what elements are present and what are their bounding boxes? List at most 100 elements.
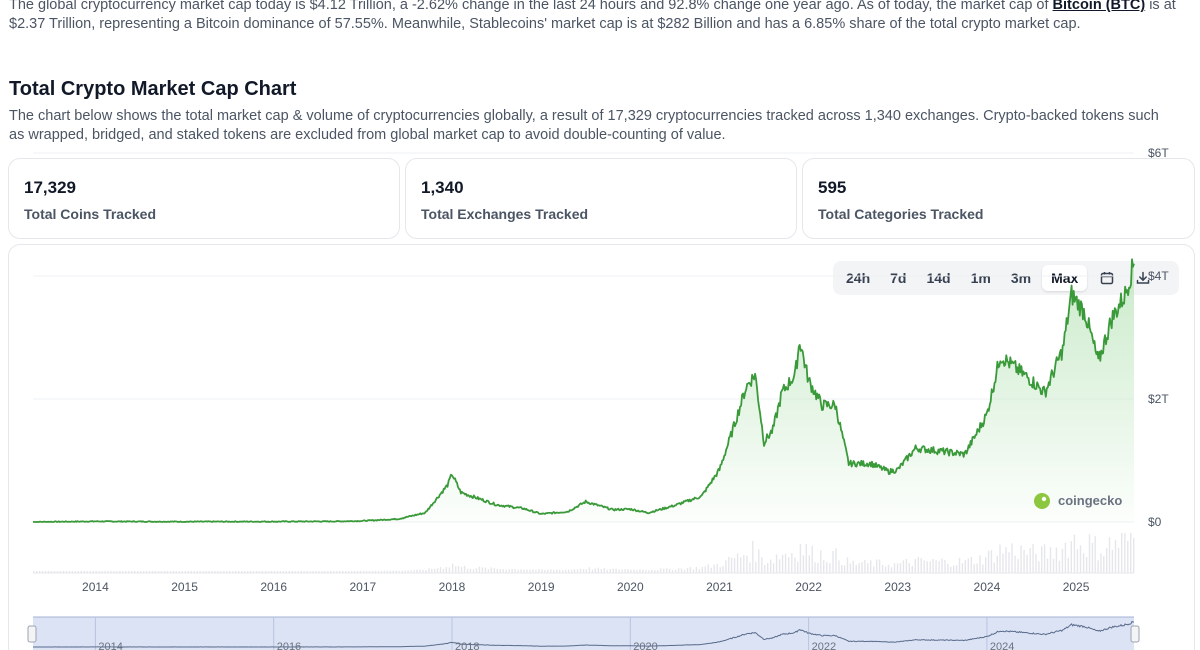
- x-tick-label: 2015: [171, 580, 198, 594]
- volume-bar: [749, 562, 751, 573]
- range-max-button[interactable]: Max: [1042, 265, 1088, 291]
- volume-bar: [905, 559, 908, 573]
- range-7d-button[interactable]: 7d: [890, 270, 907, 286]
- volume-bar: [175, 570, 177, 573]
- volume-bar: [56, 571, 59, 573]
- bitcoin-link[interactable]: Bitcoin (BTC): [1052, 0, 1146, 13]
- volume-bar: [612, 568, 614, 573]
- volume-bar: [1073, 534, 1076, 573]
- volume-bar: [716, 564, 718, 573]
- volume-bar: [160, 571, 163, 573]
- volume-bar: [374, 570, 377, 573]
- volume-bar: [958, 558, 961, 573]
- volume-bar: [89, 571, 91, 573]
- volume-bar: [226, 570, 228, 573]
- volume-bar: [967, 558, 969, 573]
- volume-bar: [101, 571, 103, 573]
- navigator-left-handle[interactable]: [27, 625, 37, 643]
- volume-bar: [941, 558, 943, 573]
- volume-bar: [1032, 544, 1034, 573]
- volume-bar: [961, 563, 964, 573]
- volume-bar: [855, 564, 857, 573]
- volume-bar: [95, 570, 97, 573]
- range-1m-button[interactable]: 1m: [970, 270, 991, 286]
- volume-bar: [71, 570, 73, 573]
- volume-bar: [321, 571, 323, 573]
- volume-bar: [80, 570, 82, 573]
- download-button[interactable]: [1125, 265, 1161, 291]
- navigator-right-handle[interactable]: [1130, 625, 1140, 643]
- volume-bar: [1008, 552, 1010, 573]
- volume-bar: [333, 571, 335, 573]
- navigator-tick-label: 2020: [633, 641, 657, 650]
- range-14d-button[interactable]: 14d: [926, 270, 951, 286]
- volume-bar: [116, 570, 118, 573]
- navigator[interactable]: 2014 2016 2018 2020 2022 2024: [27, 616, 1140, 650]
- volume-bar: [639, 569, 641, 573]
- volume-bar: [131, 571, 133, 573]
- volume-bar: [68, 571, 71, 573]
- stat-card-categories: 595 Total Categories Tracked: [802, 158, 1195, 239]
- volume-bar: [395, 570, 397, 573]
- stat-value: 17,329: [24, 178, 76, 197]
- volume-bar: [1005, 547, 1007, 573]
- volume-bar: [113, 571, 115, 573]
- volume-bar: [579, 568, 582, 573]
- volume-bar: [950, 566, 952, 573]
- volume-bar: [970, 557, 972, 573]
- volume-bar: [419, 569, 421, 573]
- volume-bar: [431, 568, 433, 573]
- volume-bar: [896, 563, 899, 573]
- range-24h-button[interactable]: 24h: [846, 270, 871, 286]
- volume-bar: [982, 564, 984, 573]
- navigator-tick-label: 2014: [98, 641, 122, 650]
- volume-bar: [923, 560, 925, 573]
- volume-bar: [104, 570, 106, 573]
- volume-bar: [445, 567, 447, 573]
- volume-bar: [826, 562, 828, 573]
- volume-bar: [722, 566, 724, 573]
- volume-bar: [755, 561, 757, 573]
- x-tick-label: 2023: [884, 580, 911, 594]
- volume-bar: [996, 555, 998, 573]
- volume-bar: [92, 570, 94, 573]
- volume-bar: [887, 564, 890, 573]
- volume-bar: [422, 570, 424, 573]
- volume-bar: [273, 571, 276, 573]
- volume-bar: [190, 570, 192, 573]
- volume-bar: [318, 570, 320, 573]
- x-axis: 2014 2015 2016 2017 2018 2019 2020 2021 2022 2023…: [82, 580, 1090, 594]
- volume-bar: [908, 563, 910, 573]
- volume-bar: [125, 570, 127, 573]
- volume-bar: [38, 571, 41, 573]
- volume-bar: [178, 571, 180, 573]
- market-cap-line: [33, 258, 1135, 523]
- volume-bar: [184, 571, 186, 573]
- volume-bar: [475, 568, 478, 573]
- volume-bar: [267, 571, 270, 573]
- volume-bar: [671, 570, 674, 573]
- volume-bar: [881, 564, 884, 573]
- stat-label: Total Exchanges Tracked: [421, 206, 589, 222]
- volume-bar: [764, 564, 766, 573]
- volume-bar: [392, 570, 394, 573]
- volume-bar: [134, 570, 136, 573]
- volume-bar: [642, 569, 644, 573]
- volume-bar: [487, 569, 490, 573]
- volume-bar: [932, 559, 934, 573]
- x-tick-label: 2021: [706, 580, 733, 594]
- volume-bar: [627, 569, 629, 573]
- stat-label: Total Coins Tracked: [24, 206, 156, 222]
- volume-bar: [1079, 545, 1082, 573]
- volume-bar: [65, 570, 68, 573]
- volume-bar: [62, 570, 65, 573]
- volume-bar: [439, 567, 442, 573]
- volume-bar: [1130, 533, 1132, 573]
- volume-bar: [1121, 533, 1123, 573]
- volume-bar: [1035, 553, 1037, 573]
- volume-bar: [621, 569, 623, 573]
- volume-bar: [1100, 553, 1102, 573]
- volume-bar: [902, 560, 905, 573]
- volume-bar: [1127, 540, 1129, 573]
- range-3m-button[interactable]: 3m: [1010, 270, 1032, 286]
